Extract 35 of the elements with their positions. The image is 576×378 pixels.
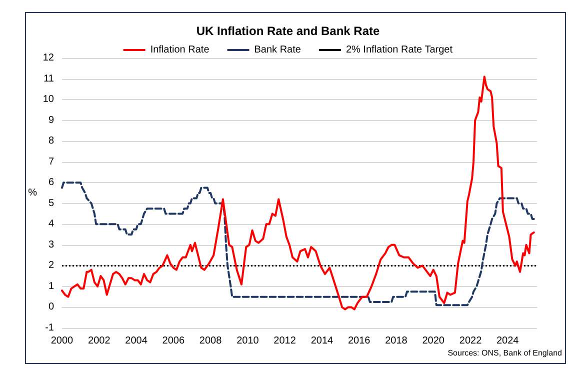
x-tick-label: 2016 (348, 336, 371, 346)
y-axis-title: % (28, 188, 38, 198)
legend-label: Bank Rate (254, 44, 302, 56)
y-tick-label: 11 (44, 73, 54, 84)
y-tick-label: 6 (48, 177, 54, 188)
line-series (61, 76, 535, 310)
x-tick-label: 2012 (274, 336, 296, 346)
y-tick-label: 12 (42, 52, 54, 64)
x-tick-label: 2006 (162, 336, 185, 346)
y-tick-label: 3 (48, 239, 54, 250)
y-tick-label: 0 (48, 302, 54, 313)
y-tick-label: -1 (45, 322, 54, 334)
y-tick-label: 7 (48, 156, 54, 168)
x-tick-label: 2010 (236, 336, 260, 346)
line-series (61, 182, 535, 306)
x-tick-label: 2004 (125, 336, 148, 346)
y-tick-label: 9 (48, 114, 54, 126)
x-tick-label: 2014 (310, 336, 334, 346)
y-tick-label: 5 (48, 198, 54, 209)
y-tick-label: 1 (48, 280, 54, 292)
x-tick-label: 2008 (199, 336, 222, 346)
chart-title: UK Inflation Rate and Bank Rate (196, 24, 380, 38)
y-tick-label: 8 (48, 136, 54, 147)
x-tick-label: 2018 (385, 336, 408, 346)
x-tick-label: 2002 (88, 336, 111, 346)
x-tick-label: 2022 (459, 336, 482, 346)
legend-label: 2% Inflation Rate Target (346, 44, 453, 56)
x-tick-label: 2024 (496, 336, 520, 346)
y-tick-label: 10 (42, 94, 54, 106)
y-tick-label: 4 (48, 218, 54, 230)
y-tick-label: 2 (48, 260, 54, 272)
legend-label: Inflation Rate (150, 44, 210, 56)
x-tick-label: 2000 (50, 336, 74, 346)
source-note: Sources: ONS, Bank of England (448, 348, 562, 358)
x-tick-label: 2020 (422, 336, 445, 346)
